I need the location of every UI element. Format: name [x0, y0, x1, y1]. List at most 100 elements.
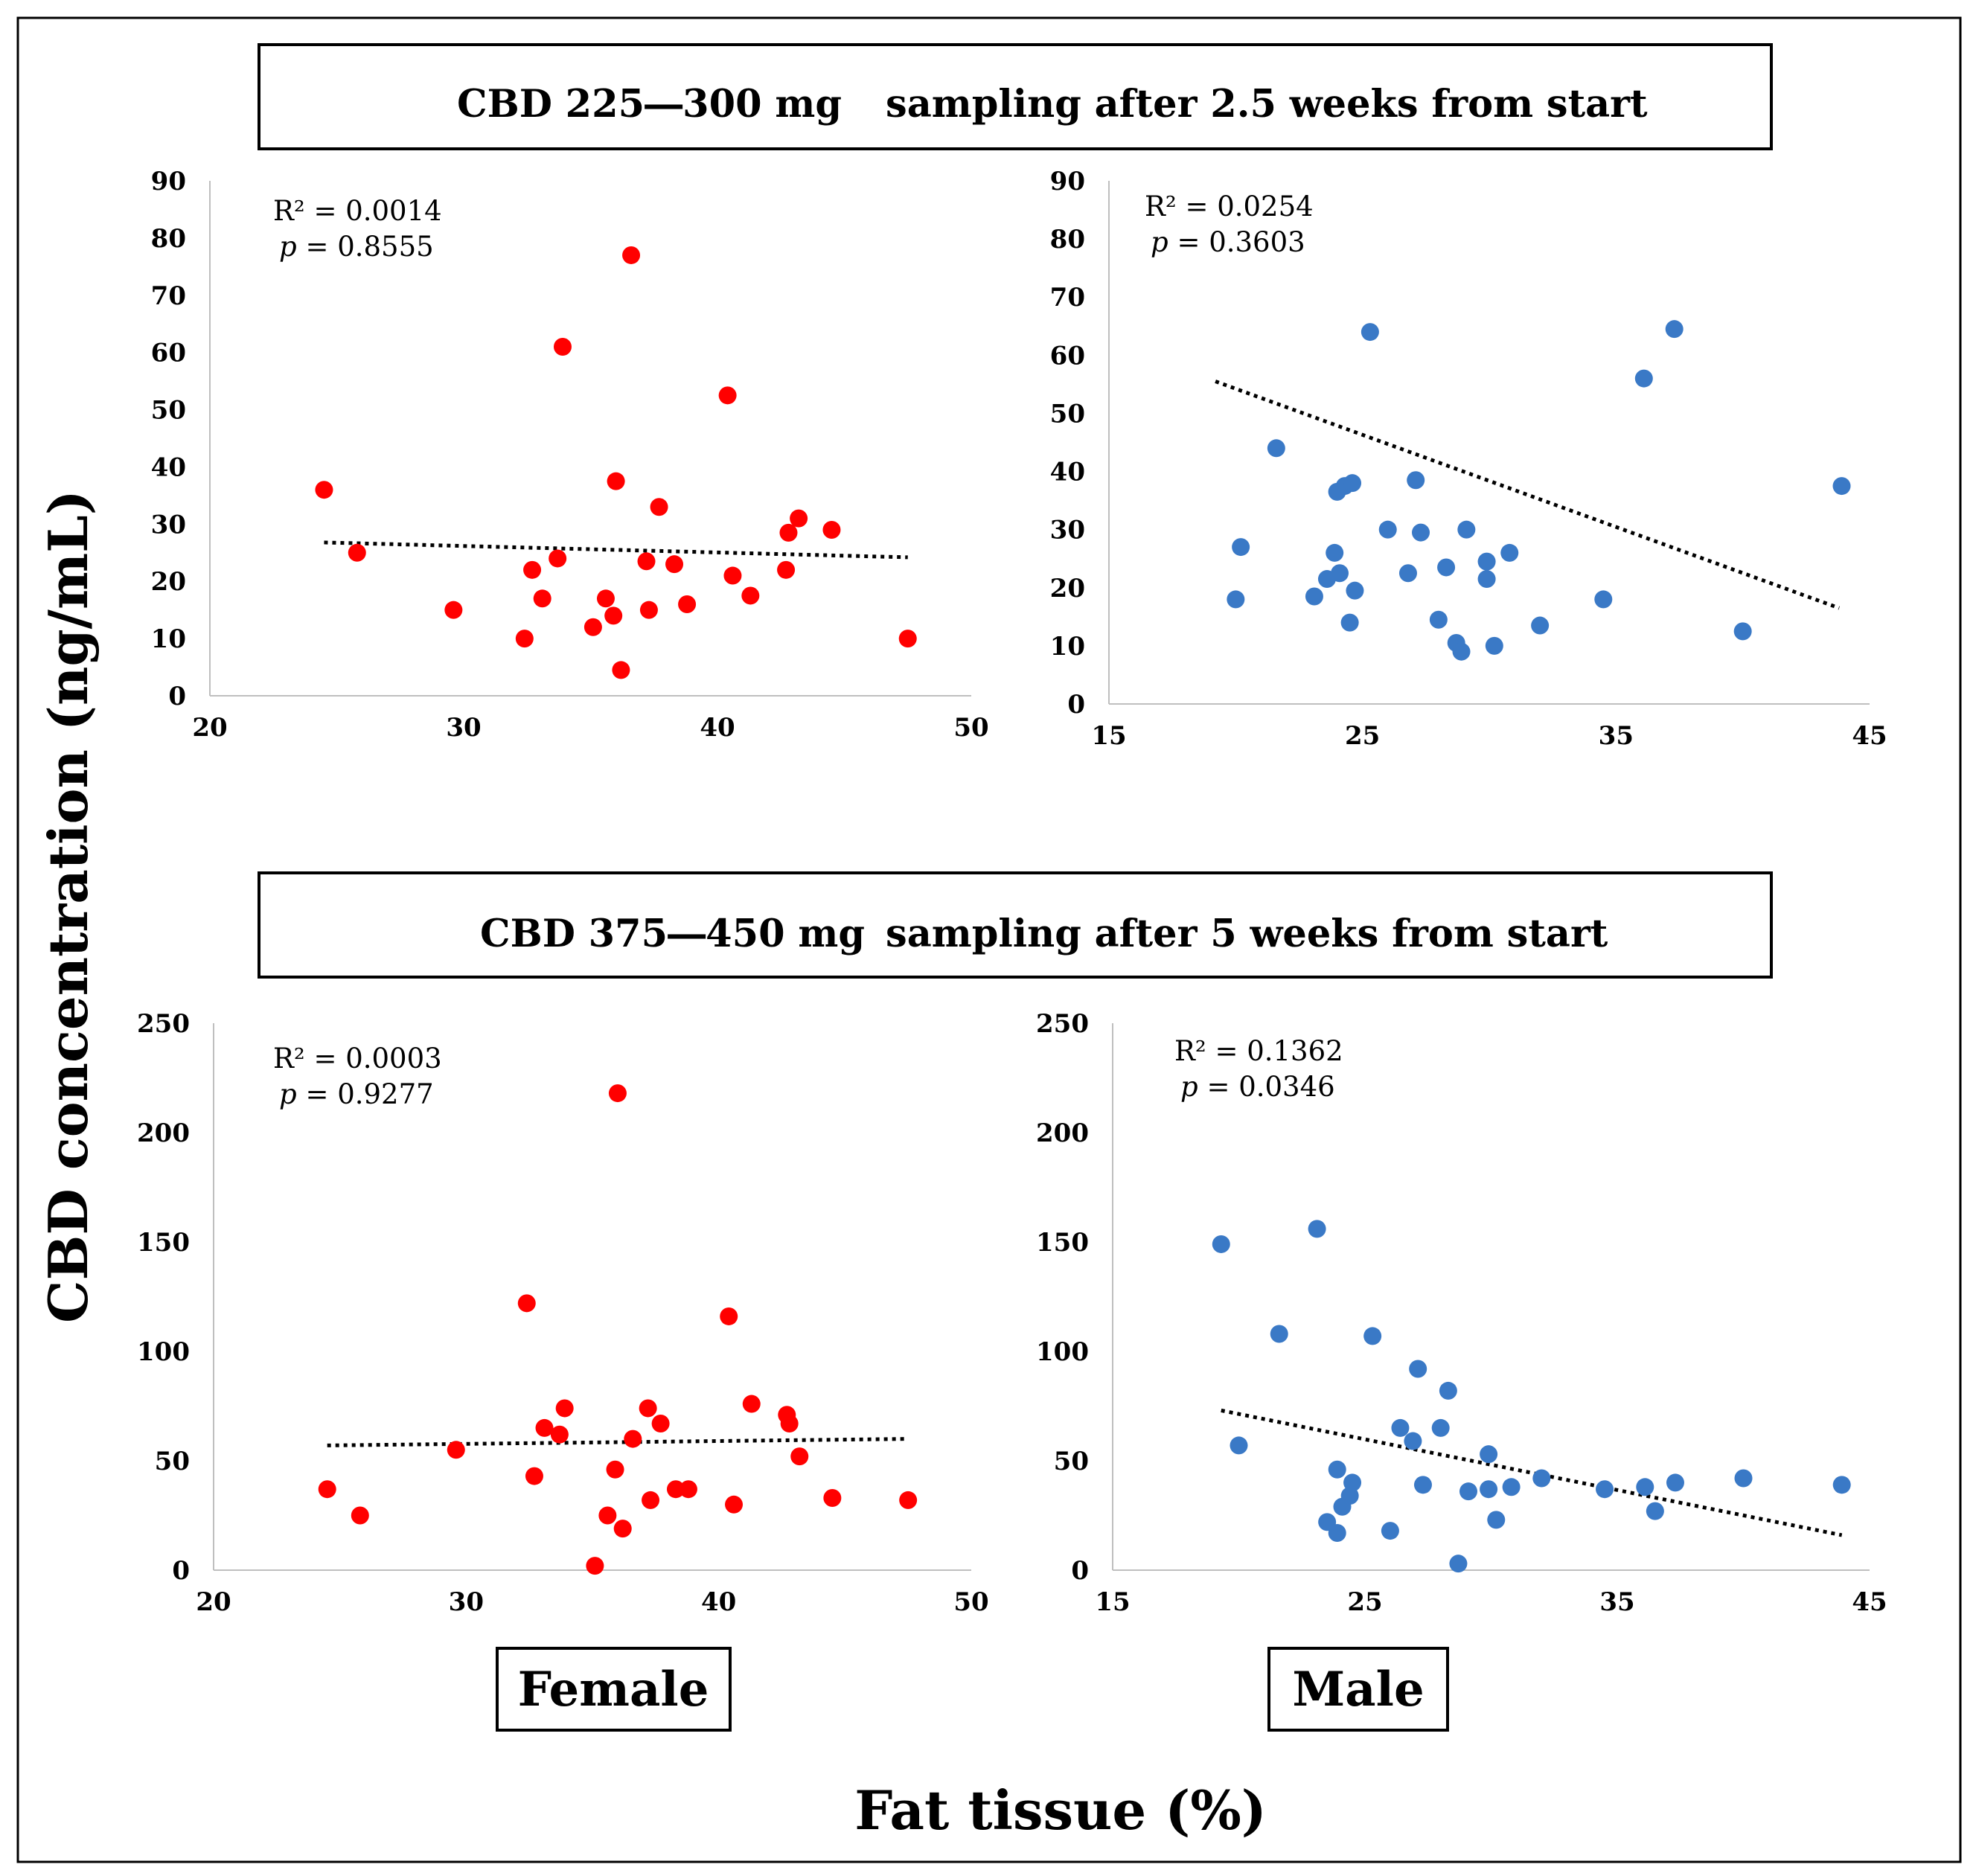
chart-female-2-5-weeks: 0 10 20 30 40 50 60 70 80 90 20 30 40 50 R² = 0.0014 p …: [151, 167, 989, 743]
y-tick-label: 0: [1071, 1556, 1089, 1586]
p-value: = 0.9277: [297, 1078, 434, 1110]
data-point: [624, 1430, 642, 1448]
x-tick-label: 35: [1599, 1587, 1634, 1617]
data-point: [650, 498, 668, 516]
y-tick-label: 200: [1036, 1118, 1089, 1148]
p-symbol: p: [279, 231, 297, 263]
x-tick-label: 20: [196, 1587, 231, 1617]
data-point: [525, 1467, 543, 1485]
data-point: [1412, 523, 1430, 542]
data-point: [1480, 1445, 1498, 1464]
p-value-label: p = 0.3603: [1151, 226, 1305, 258]
data-point: [555, 1399, 574, 1418]
data-point: [444, 601, 463, 619]
data-point: [678, 595, 697, 613]
data-point: [1457, 520, 1476, 539]
data-point: [1409, 1360, 1427, 1378]
r-squared-label: R² = 0.1362: [1174, 1035, 1343, 1067]
p-value: = 0.8555: [297, 231, 434, 263]
y-tick-label: 250: [137, 1009, 190, 1039]
data-point: [1646, 1502, 1664, 1520]
y-tick-label: 50: [151, 396, 186, 426]
p-value-label: p = 0.8555: [279, 231, 434, 263]
r-squared-label: R² = 0.0254: [1145, 191, 1314, 223]
data-point: [1634, 369, 1653, 388]
data-point: [550, 1425, 569, 1444]
data-point: [1230, 1436, 1248, 1455]
data-point: [1596, 1480, 1614, 1499]
data-point: [515, 630, 534, 648]
x-tick-label: 15: [1095, 1587, 1130, 1617]
data-point: [533, 589, 551, 608]
y-tick-label: 70: [1050, 283, 1085, 313]
data-point: [790, 1447, 809, 1466]
data-point: [613, 1520, 632, 1538]
x-axis-title: Fat tissue (%): [854, 1779, 1267, 1842]
x-tick-label: 50: [953, 713, 988, 743]
data-point: [1361, 323, 1379, 342]
data-point: [535, 1418, 554, 1437]
p-symbol: p: [279, 1078, 297, 1110]
data-point: [1212, 1235, 1230, 1253]
group-label-female-box: Female: [496, 1647, 732, 1732]
title-sampling-top: sampling after 2.5 weeks from start: [886, 82, 1648, 127]
data-point: [1343, 1473, 1362, 1492]
data-point: [523, 560, 542, 579]
p-symbol: p: [1180, 1071, 1198, 1103]
data-point: [607, 472, 625, 490]
y-tick-label: 250: [1036, 1009, 1089, 1039]
data-point: [1487, 1511, 1506, 1529]
trendline: [1221, 1408, 1843, 1537]
data-point: [1733, 622, 1752, 641]
data-point: [1381, 1522, 1399, 1540]
data-point: [1666, 1473, 1684, 1492]
data-point: [553, 337, 572, 356]
data-point: [622, 246, 641, 264]
y-tick-label: 20: [151, 567, 186, 597]
data-point: [1532, 1469, 1551, 1488]
data-point: [1407, 471, 1425, 490]
chart-male-5-weeks: 0 50 100 150 200 250 15 25 35 45 R² = 0.1362 p = 0.…: [1036, 1009, 1887, 1617]
data-point: [1832, 477, 1851, 496]
y-tick-label: 20: [1050, 574, 1085, 604]
data-point: [517, 1294, 536, 1313]
data-point: [348, 543, 366, 562]
y-tick-label: 60: [151, 339, 186, 368]
data-point: [1326, 543, 1344, 562]
y-tick-label: 0: [168, 682, 186, 711]
data-point: [822, 521, 841, 540]
p-value: = 0.0346: [1198, 1071, 1335, 1103]
data-point: [1452, 642, 1471, 661]
data-point: [1431, 1418, 1450, 1437]
p-symbol: p: [1151, 226, 1168, 258]
p-value-label: p = 0.0346: [1180, 1071, 1335, 1103]
data-point: [823, 1488, 842, 1507]
data-point: [790, 509, 808, 528]
data-point: [1594, 590, 1613, 609]
data-point: [679, 1480, 697, 1499]
title-dose-top: CBD 225―300 mg: [457, 82, 842, 127]
x-tick-label: 35: [1599, 721, 1634, 751]
y-tick-label: 0: [172, 1556, 190, 1586]
data-point: [1308, 1220, 1326, 1238]
data-point: [1477, 552, 1496, 571]
data-point: [637, 552, 656, 571]
x-tick-label: 45: [1852, 1587, 1887, 1617]
y-axis-title: CBD concentration (ng/mL): [36, 490, 100, 1323]
y-tick-label: 50: [1050, 399, 1085, 429]
y-tick-label: 30: [151, 510, 186, 540]
data-point: [1413, 1476, 1432, 1494]
data-point: [604, 606, 623, 625]
x-tick-label: 25: [1347, 1587, 1382, 1617]
group-label-female: Female: [518, 1662, 709, 1717]
data-point: [1391, 1418, 1410, 1437]
data-point: [642, 1491, 660, 1509]
data-point: [1328, 1460, 1346, 1479]
data-point: [447, 1441, 465, 1459]
y-tick-label: 0: [1067, 690, 1085, 720]
r-squared-label: R² = 0.0003: [273, 1043, 442, 1075]
data-point: [666, 1480, 685, 1499]
x-tick-label: 30: [449, 1587, 484, 1617]
data-point: [1378, 520, 1397, 539]
